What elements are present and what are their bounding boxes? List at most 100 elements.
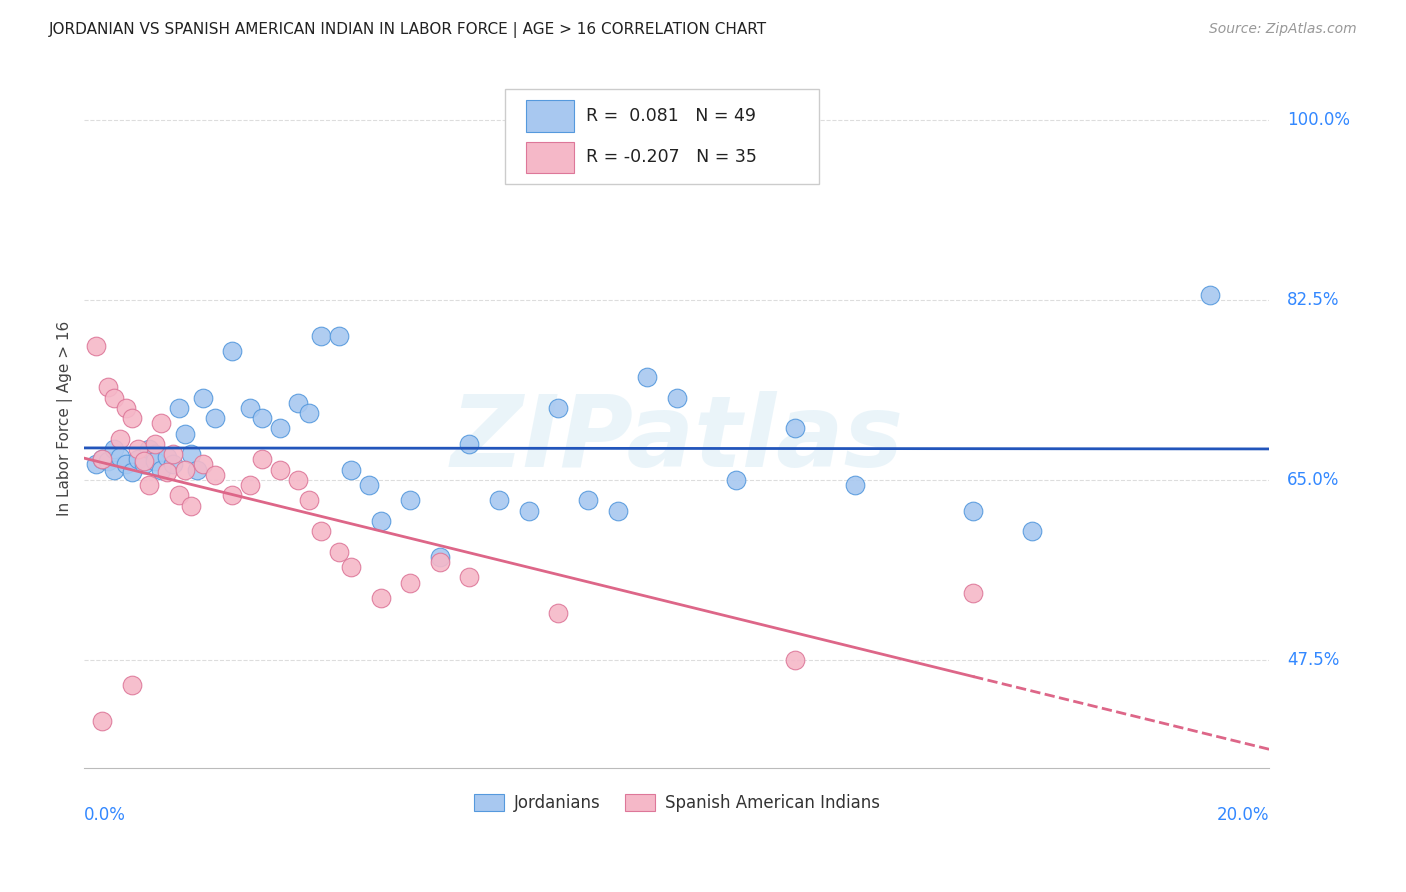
FancyBboxPatch shape [526,142,574,173]
Point [204,411,226,425]
Point [370,591,392,605]
Point [785,421,807,435]
Point [665,391,688,405]
Point [844,478,866,492]
Point [91,714,114,729]
Point [370,514,392,528]
Point [156,465,179,479]
Point [269,462,291,476]
Point [357,478,380,492]
Point [191,458,214,472]
Point [725,473,748,487]
Point [298,493,321,508]
Text: 82.5%: 82.5% [1288,291,1340,309]
Point [606,503,628,517]
Text: ZIPatlas: ZIPatlas [450,391,904,488]
Point [221,344,243,359]
Point [250,411,273,425]
Point [962,503,984,517]
Point [458,437,481,451]
Point [311,329,333,343]
Point [162,447,184,461]
Point [399,575,422,590]
Point [114,401,136,415]
Point [145,447,167,461]
Point [91,452,114,467]
Point [97,380,120,394]
Point [250,452,273,467]
Point [145,454,167,468]
Point [298,406,321,420]
Point [239,401,262,415]
Point [108,432,131,446]
Point [103,442,125,456]
Point [962,586,984,600]
Point [311,524,333,539]
Text: R =  0.081   N = 49: R = 0.081 N = 49 [586,107,755,125]
Text: JORDANIAN VS SPANISH AMERICAN INDIAN IN LABOR FORCE | AGE > 16 CORRELATION CHART: JORDANIAN VS SPANISH AMERICAN INDIAN IN … [49,22,768,38]
Point [97,454,120,468]
Point [162,458,184,472]
Point [785,653,807,667]
Text: 0.0%: 0.0% [84,806,127,824]
Point [287,395,309,409]
Point [488,493,510,508]
Point [191,391,214,405]
Point [132,458,155,472]
Point [145,437,167,451]
Point [180,447,202,461]
Point [84,458,107,472]
Point [121,678,143,692]
Point [287,473,309,487]
Point [1199,287,1222,301]
Point [576,493,599,508]
Point [84,339,107,353]
Point [150,416,173,430]
Text: 20.0%: 20.0% [1218,806,1270,824]
Point [239,478,262,492]
Point [186,462,208,476]
Point [547,607,569,621]
Text: Source: ZipAtlas.com: Source: ZipAtlas.com [1209,22,1357,37]
Point [156,450,179,465]
Point [204,467,226,482]
FancyBboxPatch shape [526,100,574,132]
Point [132,454,155,468]
Legend: Jordanians, Spanish American Indians: Jordanians, Spanish American Indians [467,788,887,819]
Point [458,570,481,584]
FancyBboxPatch shape [505,89,820,184]
Point [138,442,160,456]
Point [328,545,350,559]
Point [269,421,291,435]
Point [138,478,160,492]
Point [150,462,173,476]
Point [174,426,197,441]
Point [167,401,190,415]
Point [221,488,243,502]
Point [121,411,143,425]
Point [340,560,363,574]
Point [114,458,136,472]
Point [340,462,363,476]
Point [121,465,143,479]
Text: 47.5%: 47.5% [1288,651,1340,669]
Point [180,499,202,513]
Point [547,401,569,415]
Y-axis label: In Labor Force | Age > 16: In Labor Force | Age > 16 [58,320,73,516]
Point [103,391,125,405]
Text: 100.0%: 100.0% [1288,111,1350,129]
Text: R = -0.207   N = 35: R = -0.207 N = 35 [586,148,756,167]
Point [91,452,114,467]
Point [127,452,149,467]
Point [103,462,125,476]
Point [174,462,197,476]
Text: 65.0%: 65.0% [1288,471,1340,489]
Point [108,450,131,465]
Point [429,549,451,564]
Point [399,493,422,508]
Point [127,442,149,456]
Point [328,329,350,343]
Point [1021,524,1043,539]
Point [636,370,658,384]
Point [167,488,190,502]
